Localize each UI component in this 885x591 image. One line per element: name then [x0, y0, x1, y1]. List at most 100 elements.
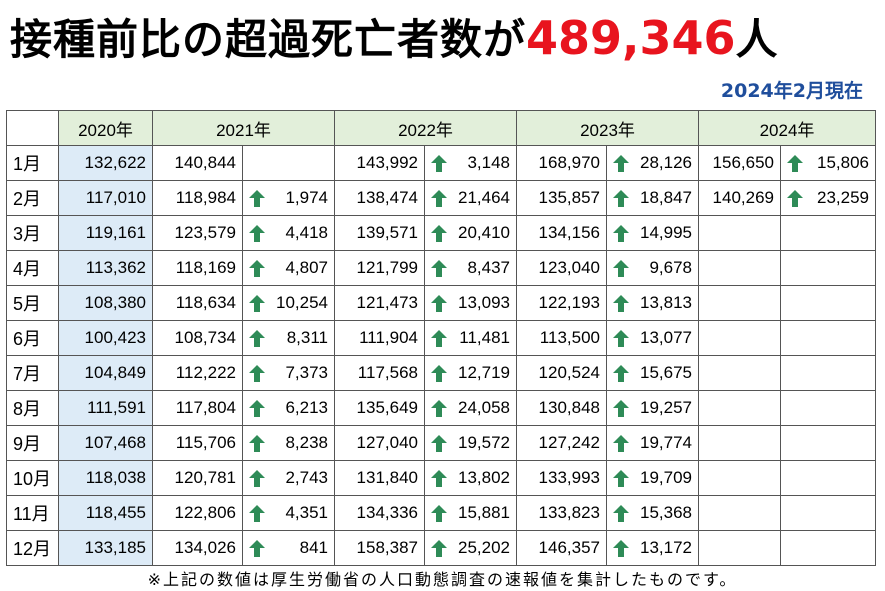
table-header-row: 2020年 2021年 2022年 2023年 2024年: [6, 110, 876, 146]
diff-value: 25,202: [458, 538, 510, 557]
value-2022: 127,040: [334, 425, 425, 461]
diff-2023: 15,368: [606, 495, 699, 531]
deaths-table: 2020年 2021年 2022年 2023年 2024年 1月 132,622 1…: [6, 110, 876, 566]
value-2020: 113,362: [58, 250, 153, 286]
diff-2022: 3,148: [424, 145, 517, 181]
value-2021: 118,984: [152, 180, 243, 216]
up-arrow-icon: [249, 400, 265, 417]
diff-2022: 13,093: [424, 285, 517, 321]
value-2024: [698, 215, 781, 251]
value-2024: [698, 250, 781, 286]
as-of-date: 2024年2月現在: [720, 80, 863, 102]
page-title: 接種前比の超過死亡者数が489,346人: [10, 6, 880, 70]
header-year-2023: 2023年: [516, 110, 699, 146]
value-2020: 119,161: [58, 215, 153, 251]
month-cell: 2月: [6, 180, 59, 216]
value-2023: 133,823: [516, 495, 607, 531]
diff-2022: 11,481: [424, 320, 517, 356]
up-arrow-icon: [613, 260, 629, 277]
diff-value: 19,709: [640, 468, 692, 487]
up-arrow-icon: [249, 295, 265, 312]
diff-2021: 8,238: [242, 425, 335, 461]
value-2024: [698, 460, 781, 496]
month-cell: 5月: [6, 285, 59, 321]
value-2022: 131,840: [334, 460, 425, 496]
up-arrow-icon: [431, 470, 447, 487]
diff-2022: 21,464: [424, 180, 517, 216]
value-2020: 132,622: [58, 145, 153, 181]
diff-value: 11,481: [459, 328, 510, 347]
diff-2021: 4,807: [242, 250, 335, 286]
table-body: 1月 132,622 140,844 143,992 3,148 168,970 28,12…: [6, 145, 876, 566]
value-2020: 104,849: [58, 355, 153, 391]
value-2021: 115,706: [152, 425, 243, 461]
diff-2023: 13,813: [606, 285, 699, 321]
diff-value: 3,148: [467, 153, 510, 172]
diff-value: 4,351: [285, 503, 328, 522]
diff-value: 8,238: [285, 433, 328, 452]
up-arrow-icon: [249, 505, 265, 522]
diff-2024: [780, 355, 876, 391]
month-cell: 3月: [6, 215, 59, 251]
diff-value: 19,257: [640, 398, 692, 417]
diff-value: 21,464: [458, 188, 510, 207]
value-2020: 100,423: [58, 320, 153, 356]
value-2020: 108,380: [58, 285, 153, 321]
up-arrow-icon: [431, 435, 447, 452]
diff-2024: [780, 495, 876, 531]
value-2024: [698, 530, 781, 566]
up-arrow-icon: [613, 330, 629, 347]
value-2020: 118,455: [58, 495, 153, 531]
diff-value: 6,213: [285, 398, 328, 417]
value-2024: 140,269: [698, 180, 781, 216]
up-arrow-icon: [249, 190, 265, 207]
footnote: ※上記の数値は厚生労働省の人口動態調査の速報値を集計したものです。: [147, 570, 738, 589]
diff-value: 19,572: [458, 433, 510, 452]
value-2022: 121,799: [334, 250, 425, 286]
diff-2024: [780, 425, 876, 461]
value-2022: 121,473: [334, 285, 425, 321]
diff-2022: 8,437: [424, 250, 517, 286]
diff-2024: 15,806: [780, 145, 876, 181]
diff-2021: 4,351: [242, 495, 335, 531]
value-2021: 140,844: [152, 145, 243, 181]
value-2023: 122,193: [516, 285, 607, 321]
table-row: 6月 100,423 108,734 8,311 111,904 11,481 113,50…: [6, 320, 876, 356]
diff-2022: 12,719: [424, 355, 517, 391]
value-2023: 134,156: [516, 215, 607, 251]
diff-2023: 19,774: [606, 425, 699, 461]
diff-2021: 4,418: [242, 215, 335, 251]
header-year-2024: 2024年: [698, 110, 876, 146]
up-arrow-icon: [249, 365, 265, 382]
up-arrow-icon: [613, 505, 629, 522]
diff-2022: 19,572: [424, 425, 517, 461]
up-arrow-icon: [249, 225, 265, 242]
value-2024: 156,650: [698, 145, 781, 181]
diff-value: 13,813: [640, 293, 692, 312]
month-cell: 8月: [6, 390, 59, 426]
diff-value: 15,806: [817, 153, 869, 172]
value-2022: 117,568: [334, 355, 425, 391]
up-arrow-icon: [249, 260, 265, 277]
diff-value: 28,126: [640, 153, 692, 172]
diff-value: 8,437: [467, 258, 510, 277]
diff-value: 20,410: [458, 223, 510, 242]
diff-2024: [780, 250, 876, 286]
value-2021: 118,634: [152, 285, 243, 321]
table-row: 4月 113,362 118,169 4,807 121,799 8,437 123,040…: [6, 250, 876, 286]
month-cell: 12月: [6, 530, 59, 566]
value-2021: 108,734: [152, 320, 243, 356]
diff-2023: 14,995: [606, 215, 699, 251]
value-2023: 135,857: [516, 180, 607, 216]
up-arrow-icon: [613, 400, 629, 417]
up-arrow-icon: [249, 540, 265, 557]
diff-value: 8,311: [286, 328, 328, 347]
value-2021: 118,169: [152, 250, 243, 286]
diff-2023: 19,257: [606, 390, 699, 426]
value-2024: [698, 495, 781, 531]
diff-value: 19,774: [640, 433, 692, 452]
up-arrow-icon: [249, 470, 265, 487]
up-arrow-icon: [787, 190, 803, 207]
table-row: 5月 108,380 118,634 10,254 121,473 13,093 122,1…: [6, 285, 876, 321]
value-2020: 111,591: [58, 390, 153, 426]
